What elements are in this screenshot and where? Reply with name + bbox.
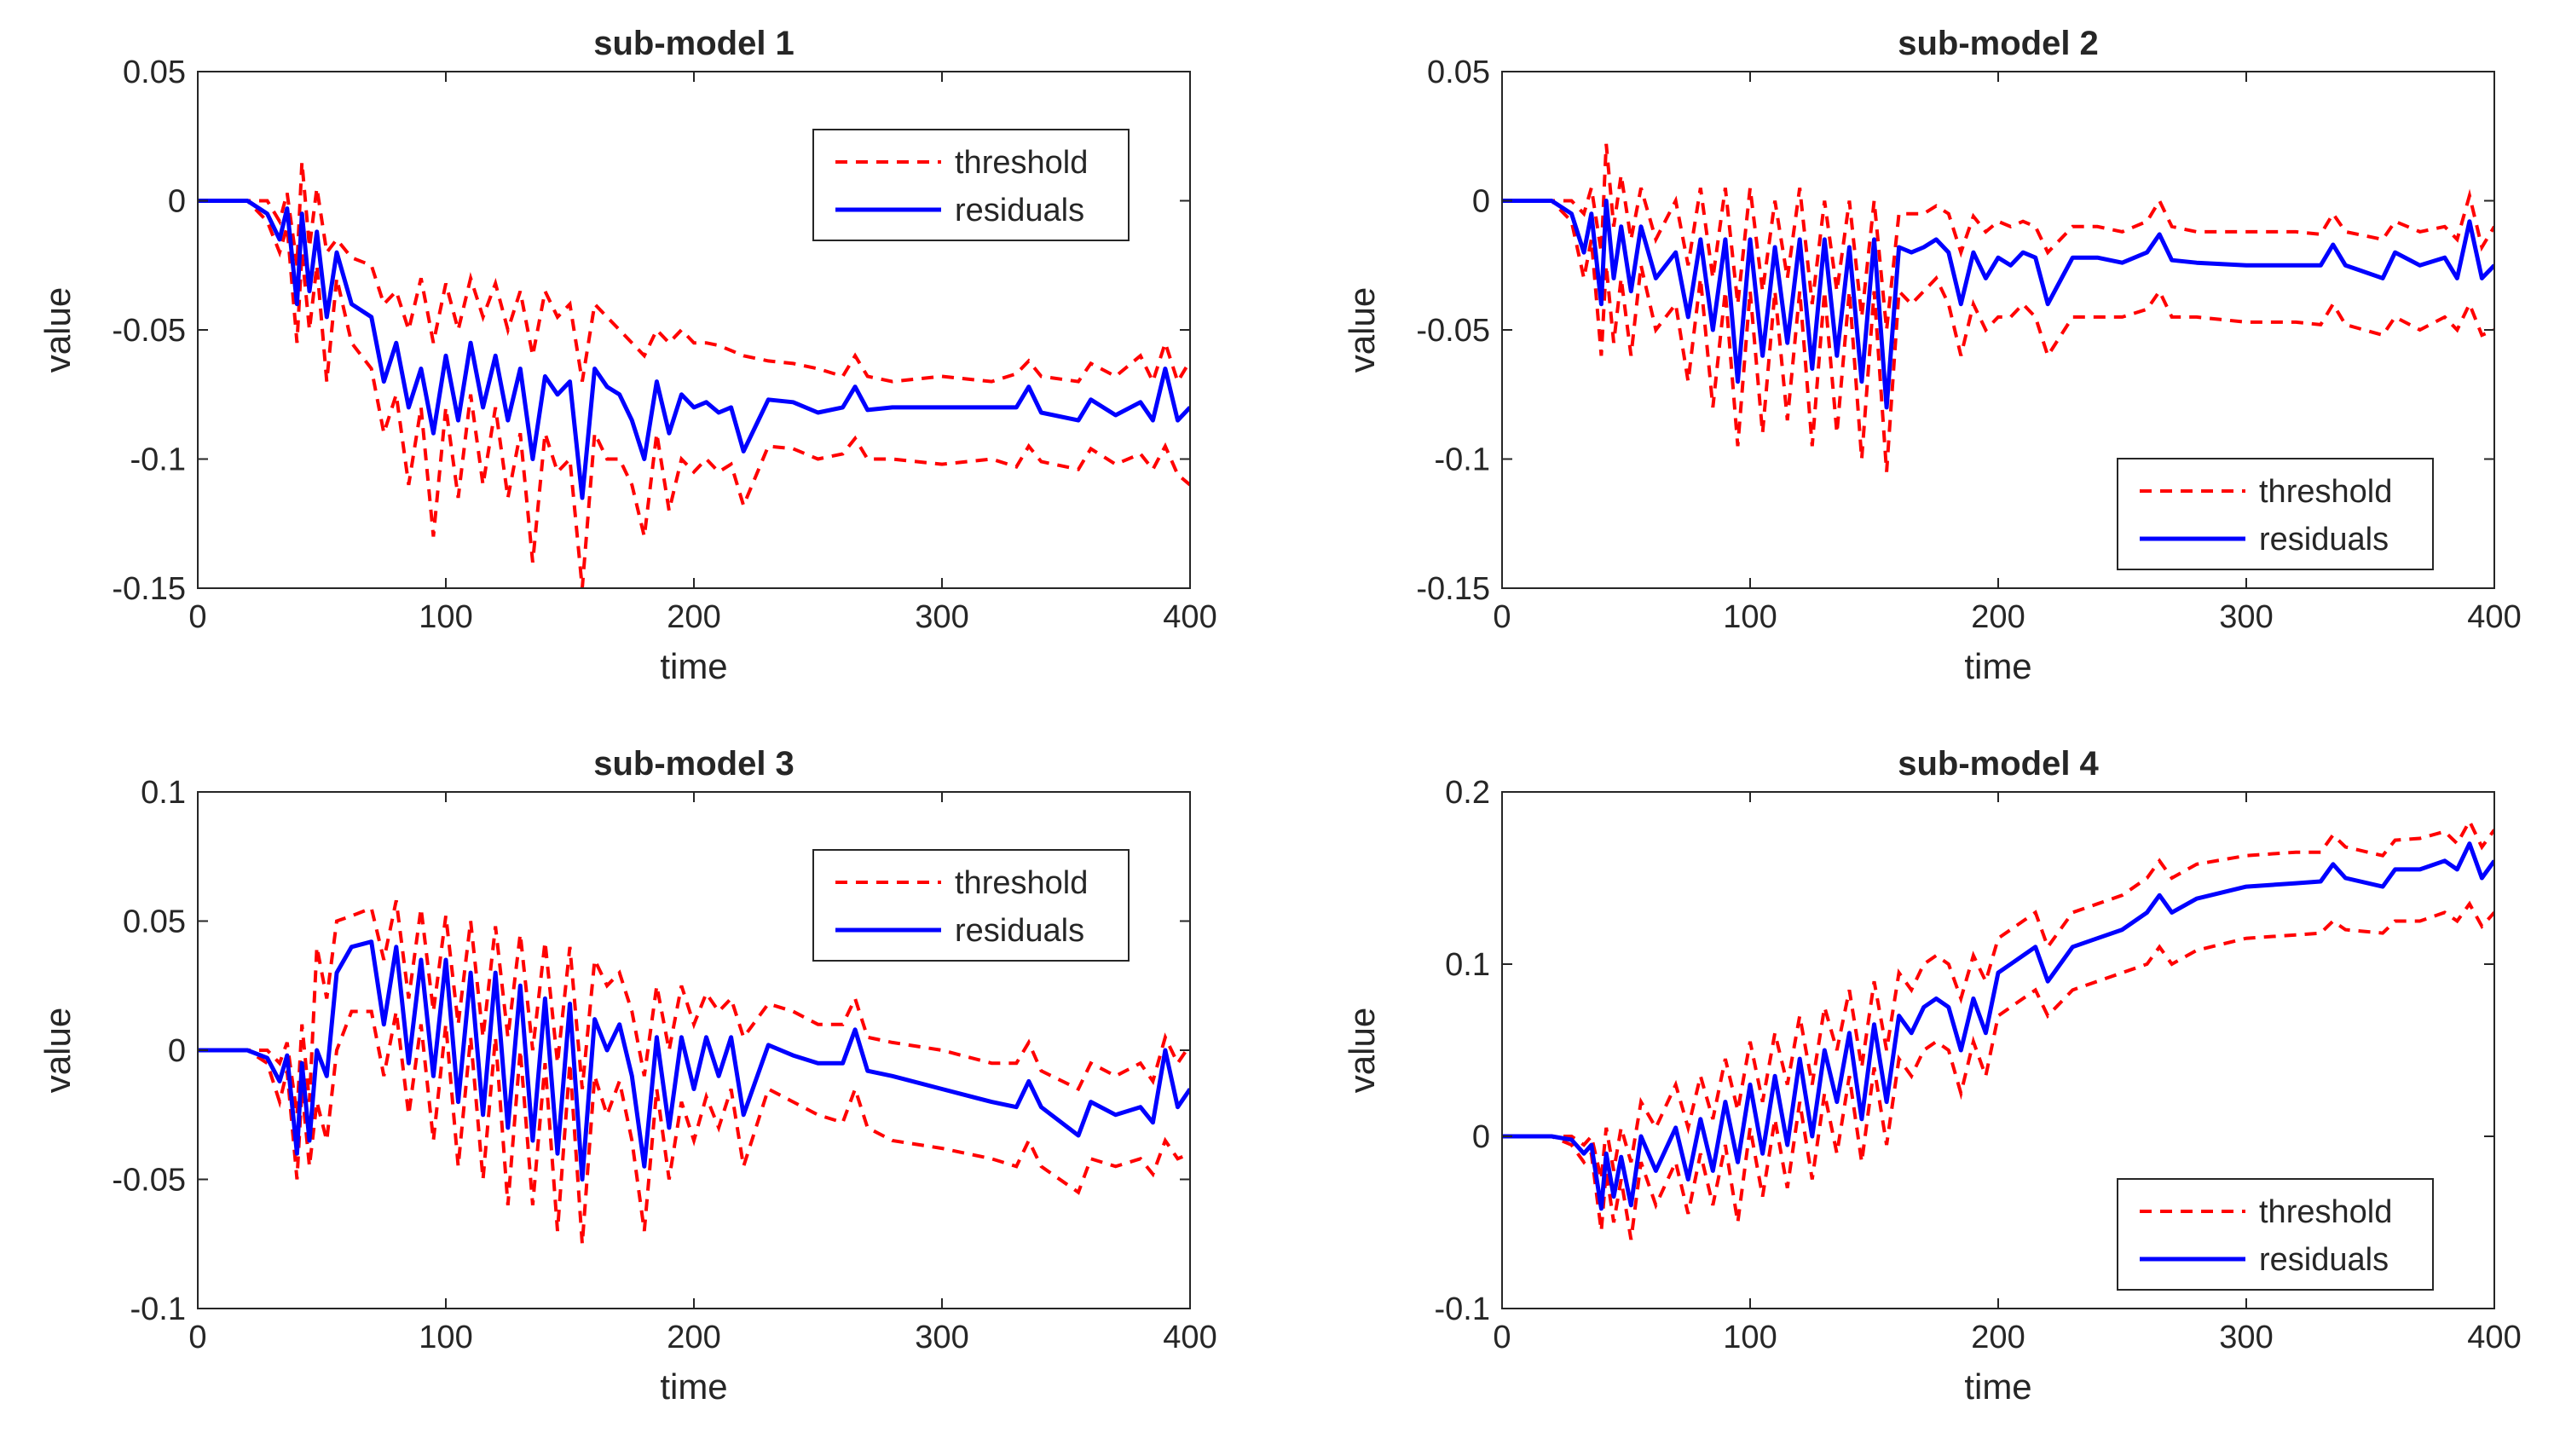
- x-tick-label: 100: [1723, 599, 1777, 635]
- y-tick-label: -0.05: [112, 313, 186, 349]
- x-tick-label: 400: [2467, 599, 2521, 635]
- threshold-upper-line: [198, 161, 1190, 386]
- y-tick-label: -0.15: [112, 571, 186, 607]
- threshold-lower-line: [198, 199, 1190, 588]
- x-axis-label: time: [1964, 646, 2031, 686]
- x-tick-label: 400: [2467, 1320, 2521, 1355]
- y-tick-label: 0: [168, 184, 186, 220]
- legend-box: [812, 849, 1130, 962]
- chart-2: 0 100 200 300 400 -0.15 -0.1 -0.05 0 0.05 sub-mode…: [1342, 25, 2522, 686]
- threshold-upper-line: [1502, 143, 2494, 331]
- chart-3: 0 100 200 300 400 -0.1 -0.05 0 0.05 0.1 sub-model …: [38, 745, 1217, 1407]
- x-tick-label: 100: [419, 599, 472, 635]
- chart-1: 0 100 200 300 400 -0.15 -0.1 -0.05 0 0.05 sub-mode…: [38, 25, 1217, 686]
- x-tick-label: 0: [1493, 1320, 1511, 1355]
- chart-title: sub-model 2: [1898, 25, 2099, 62]
- legend-box: [2117, 1178, 2434, 1291]
- y-tick-label: -0.1: [130, 442, 186, 478]
- y-tick-label: -0.1: [1435, 1291, 1490, 1327]
- y-tick-label: 0: [168, 1033, 186, 1069]
- legend-label-residuals: residuals: [955, 193, 1084, 228]
- threshold-upper-line: [198, 899, 1190, 1116]
- chart-title: sub-model 3: [593, 745, 795, 783]
- y-axis-label: value: [38, 1008, 78, 1093]
- chart-title: sub-model 4: [1898, 745, 2099, 783]
- legend: threshold residuals: [2117, 458, 2434, 570]
- y-axis-label: value: [1342, 287, 1382, 373]
- legend-label-threshold: threshold: [2259, 474, 2392, 510]
- x-axis-label: time: [1964, 1366, 2031, 1407]
- legend-label-residuals: residuals: [955, 913, 1084, 949]
- y-tick-label: -0.05: [112, 1163, 186, 1199]
- legend-label-residuals: residuals: [2259, 1242, 2389, 1278]
- y-tick-label: 0.05: [123, 55, 186, 90]
- y-tick-label: 0.05: [123, 904, 186, 940]
- x-tick-label: 200: [1971, 1320, 2025, 1355]
- x-axis-label: time: [660, 1366, 727, 1407]
- x-tick-label: 300: [2219, 599, 2273, 635]
- y-tick-label: 0: [1472, 184, 1490, 220]
- y-tick-label: -0.15: [1416, 571, 1490, 607]
- chart-title: sub-model 1: [593, 25, 795, 62]
- legend-label-threshold: threshold: [955, 145, 1088, 181]
- y-tick-label: 0.2: [1445, 775, 1490, 811]
- legend: threshold residuals: [812, 129, 1130, 241]
- x-tick-label: 200: [667, 1320, 720, 1355]
- x-tick-label: 300: [915, 1320, 968, 1355]
- legend-label-residuals: residuals: [2259, 522, 2389, 558]
- y-tick-label: -0.1: [1435, 442, 1490, 478]
- residuals-line: [198, 199, 1190, 500]
- legend-box: [812, 129, 1130, 241]
- x-tick-label: 0: [188, 1320, 206, 1355]
- x-tick-label: 100: [1723, 1320, 1777, 1355]
- y-tick-label: 0.05: [1427, 55, 1490, 90]
- residuals-line: [198, 939, 1190, 1182]
- x-tick-label: 0: [188, 599, 206, 635]
- threshold-upper-line: [1502, 817, 2494, 1180]
- legend-box: [2117, 458, 2434, 570]
- y-axis-label: value: [1342, 1008, 1382, 1093]
- y-tick-label: -0.05: [1416, 313, 1490, 349]
- x-tick-label: 100: [419, 1320, 472, 1355]
- x-tick-label: 300: [915, 599, 968, 635]
- x-tick-label: 400: [1163, 1320, 1216, 1355]
- x-tick-label: 200: [1971, 599, 2025, 635]
- threshold-lower-line: [1502, 900, 2494, 1240]
- legend: threshold residuals: [2117, 1178, 2434, 1291]
- residuals-line: [1502, 199, 2494, 410]
- x-axis-label: time: [660, 646, 727, 686]
- residuals-line: [1502, 841, 2494, 1211]
- legend: threshold residuals: [812, 849, 1130, 962]
- x-tick-label: 400: [1163, 599, 1216, 635]
- y-tick-label: 0: [1472, 1119, 1490, 1155]
- legend-label-threshold: threshold: [2259, 1194, 2392, 1230]
- y-tick-label: -0.1: [130, 1291, 186, 1327]
- threshold-lower-line: [1502, 199, 2494, 472]
- y-tick-label: 0.1: [1445, 947, 1490, 983]
- y-tick-label: 0.1: [141, 775, 186, 811]
- y-axis-label: value: [38, 287, 78, 373]
- x-tick-label: 0: [1493, 599, 1511, 635]
- x-tick-label: 300: [2219, 1320, 2273, 1355]
- legend-label-threshold: threshold: [955, 865, 1088, 901]
- x-tick-label: 200: [667, 599, 720, 635]
